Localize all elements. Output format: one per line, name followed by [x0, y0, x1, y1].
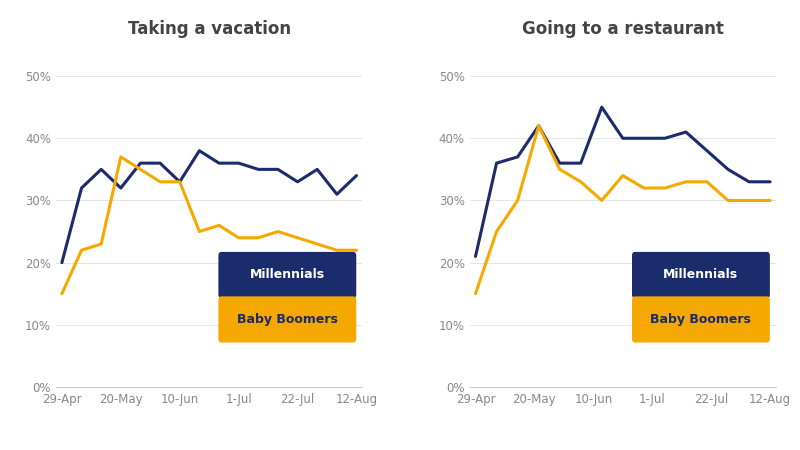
FancyBboxPatch shape: [632, 297, 770, 342]
Title: Going to a restaurant: Going to a restaurant: [522, 20, 724, 38]
FancyBboxPatch shape: [632, 252, 770, 298]
Text: Millennials: Millennials: [250, 269, 325, 282]
Text: Baby Boomers: Baby Boomers: [237, 313, 338, 326]
Title: Taking a vacation: Taking a vacation: [128, 20, 290, 38]
FancyBboxPatch shape: [218, 252, 356, 298]
FancyBboxPatch shape: [218, 297, 356, 342]
Text: Baby Boomers: Baby Boomers: [650, 313, 751, 326]
Text: Millennials: Millennials: [663, 269, 738, 282]
